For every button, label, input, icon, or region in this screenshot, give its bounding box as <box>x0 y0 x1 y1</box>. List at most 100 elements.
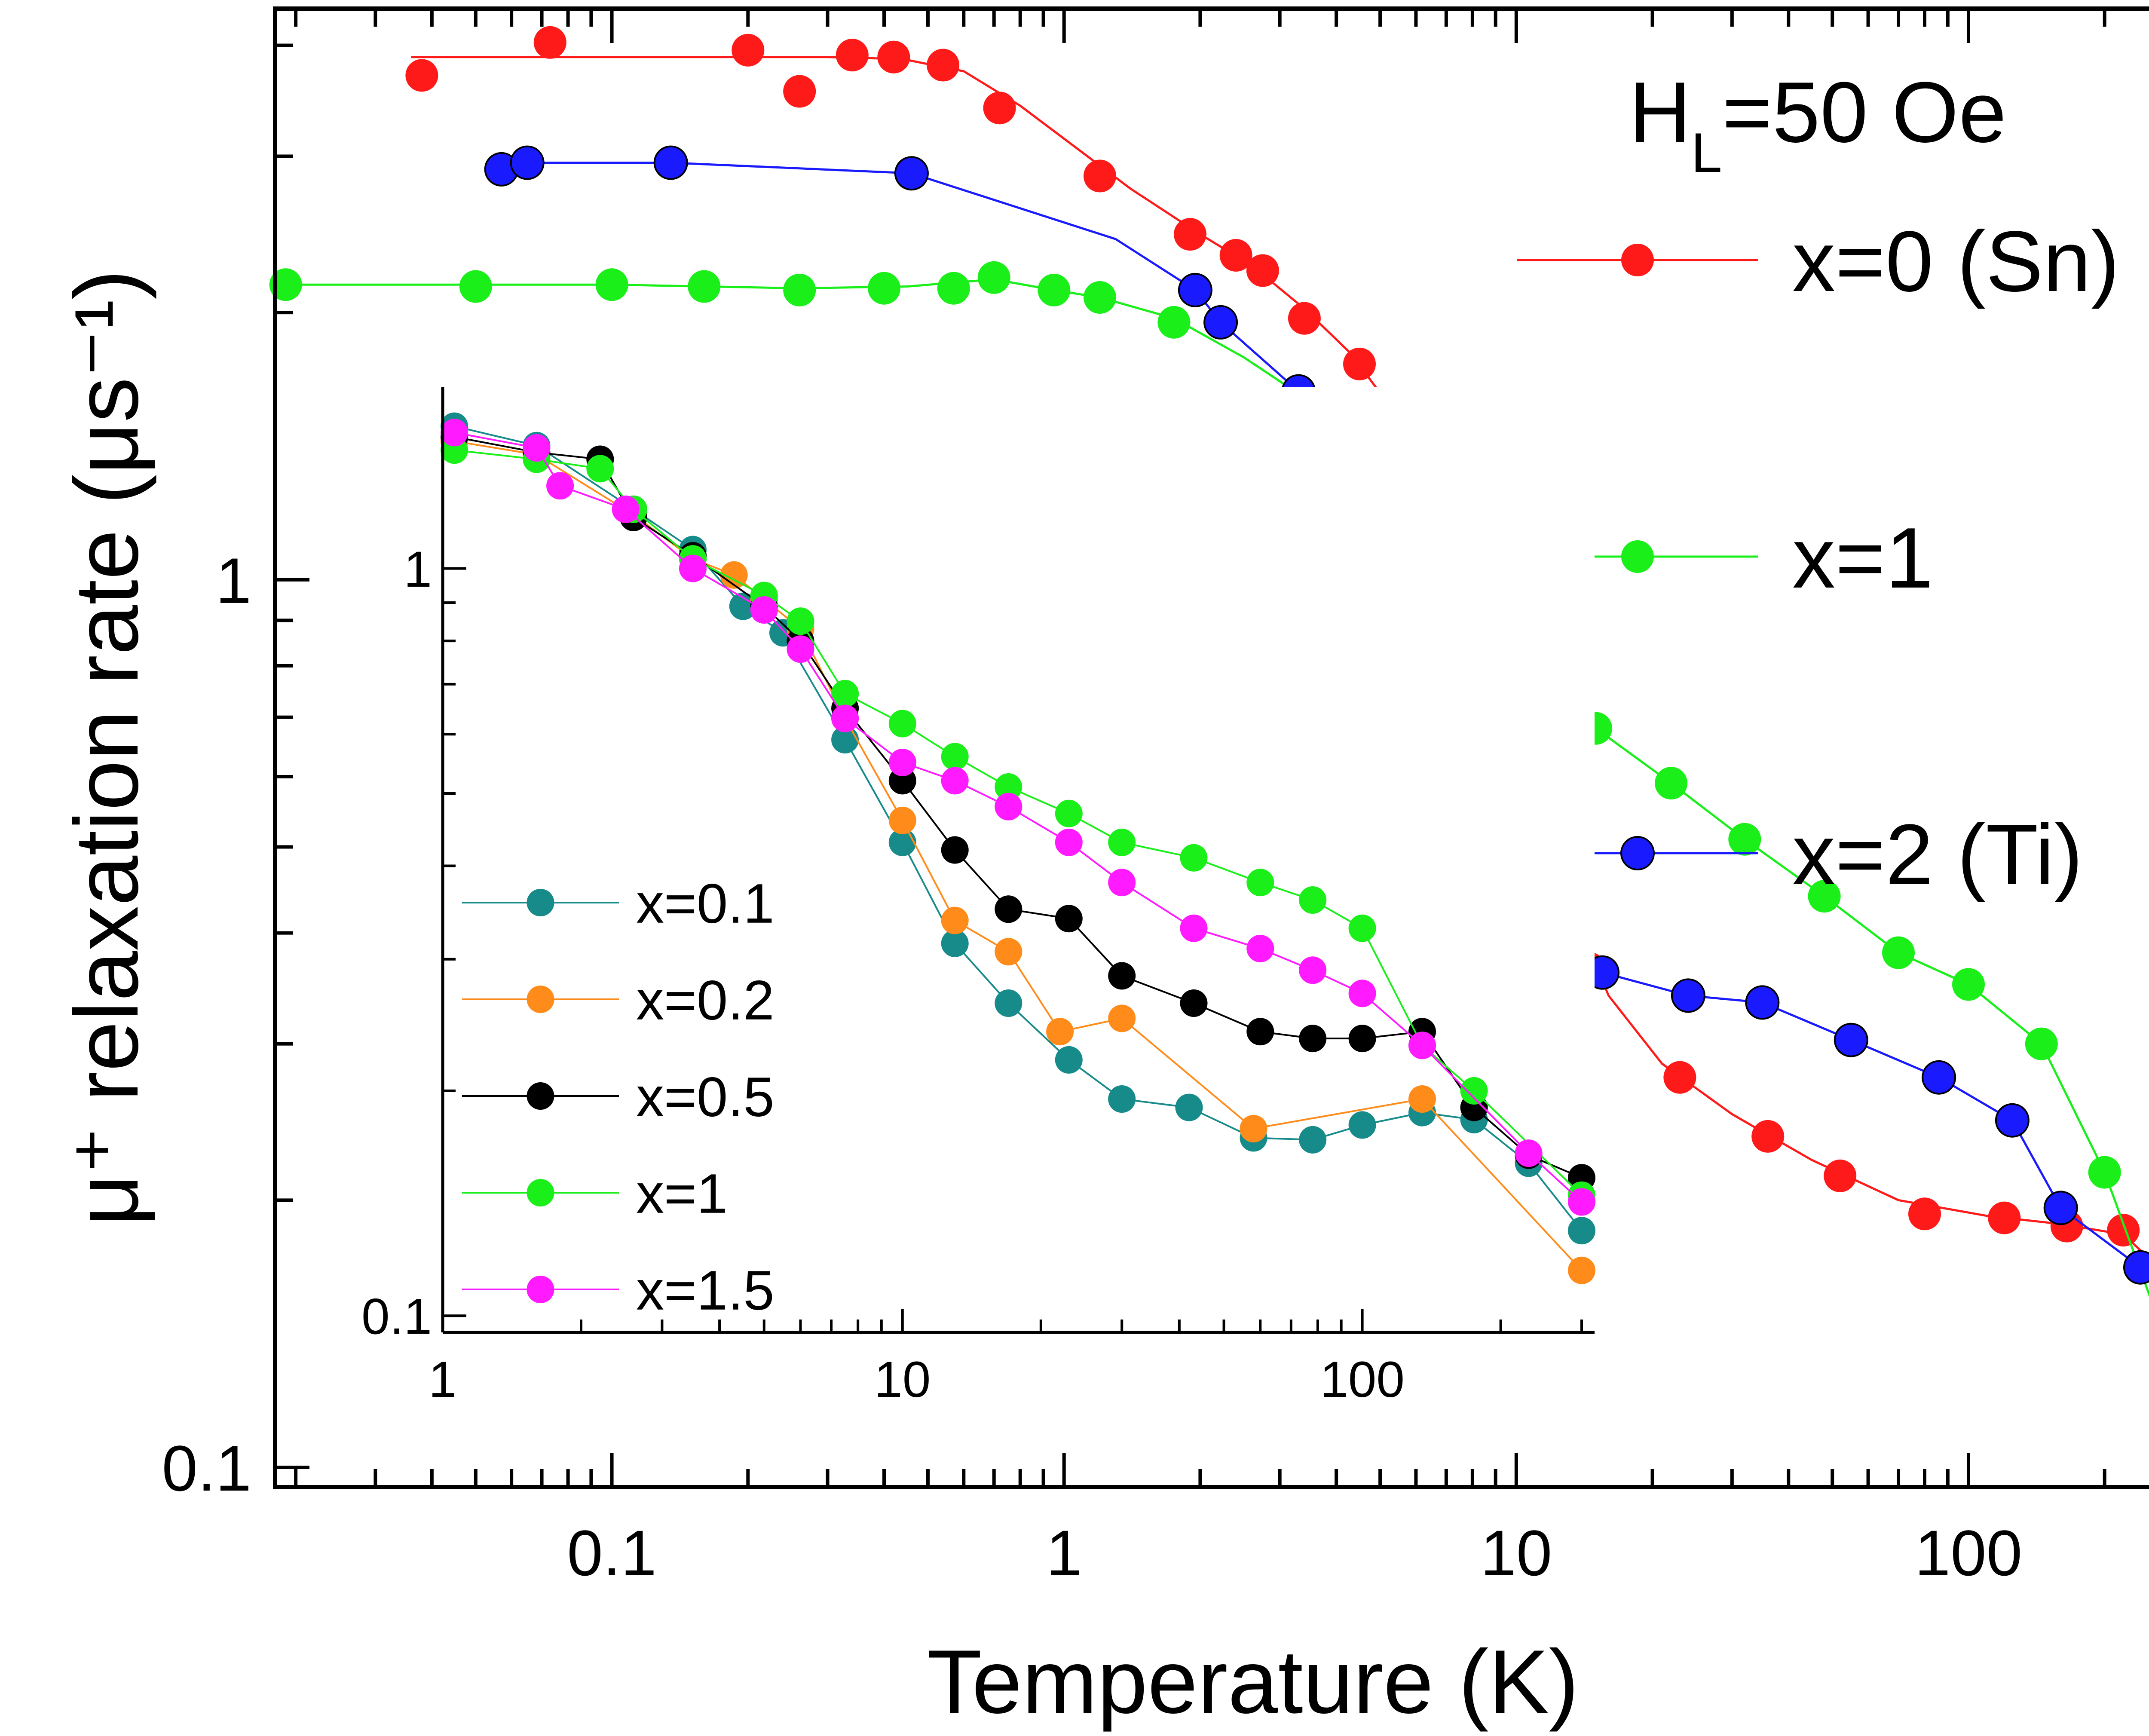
main-point-s0-p9 <box>1174 218 1206 251</box>
main-point-s0-p22 <box>1908 1197 1941 1231</box>
inset-legend-marker-3 <box>527 1179 554 1206</box>
main-point-s2-p18 <box>2043 1191 2078 1225</box>
main-point-s2-p15 <box>1834 1023 1868 1057</box>
inset-point-s4-p11 <box>1055 828 1083 856</box>
inset-point-s3-p16 <box>1348 914 1376 942</box>
inset-series-layer <box>441 412 1595 1284</box>
inset-point-s2-p12 <box>1108 962 1136 990</box>
main-legend-label-1: x=1 <box>1792 510 1933 606</box>
inset-point-s2-p16 <box>1348 1025 1376 1053</box>
main-point-s0-p4 <box>836 39 869 72</box>
main-point-s0-p23 <box>1988 1201 2021 1234</box>
inset-point-s1-p9 <box>941 906 969 934</box>
inset-legend-marker-1 <box>527 986 554 1013</box>
inset-xtick-label-1: 10 <box>874 1351 931 1408</box>
main-point-s2-p19 <box>2123 1250 2149 1285</box>
main-point-s1-p7 <box>977 261 1010 294</box>
main-point-s1-p19 <box>1728 823 1761 856</box>
main-point-s0-p19 <box>1663 1061 1696 1094</box>
main-point-s0-p6 <box>927 49 960 82</box>
inset-point-s1-p4 <box>720 561 748 589</box>
main-point-s1-p0 <box>269 268 302 301</box>
main-point-s0-p21 <box>1824 1159 1857 1192</box>
main-point-s0-p2 <box>732 34 765 67</box>
inset-point-s4-p19 <box>1568 1188 1595 1216</box>
main-point-s0-p20 <box>1751 1120 1785 1153</box>
main-point-s2-p2 <box>653 145 688 180</box>
main-point-s0-p7 <box>983 92 1016 125</box>
inset-xtick-label-0: 1 <box>429 1351 457 1408</box>
inset-point-s2-p9 <box>941 836 969 864</box>
main-point-s1-p24 <box>2088 1156 2121 1189</box>
inset-legend-marker-4 <box>527 1276 554 1303</box>
main-point-s2-p1 <box>510 145 545 180</box>
main-point-s0-p1 <box>533 26 566 59</box>
inset-point-s4-p1 <box>523 434 551 462</box>
inset-point-s0-p15 <box>1348 1111 1376 1139</box>
main-point-s2-p5 <box>1203 305 1238 340</box>
main-xtick-label-1: 1 <box>1046 1517 1082 1589</box>
inset-point-s4-p9 <box>941 767 969 795</box>
inset-point-s3-p15 <box>1299 886 1327 914</box>
main-x-axis-label: Temperature (K) <box>927 1631 1579 1732</box>
inset-point-s4-p8 <box>888 749 916 776</box>
inset-point-s4-p0 <box>441 419 468 447</box>
field-annotation-value: =50 Oe <box>1722 64 2007 160</box>
inset-point-s3-p13 <box>1180 844 1208 872</box>
inset-point-s3-p12 <box>1108 828 1136 856</box>
inset-point-s4-p2 <box>546 472 574 500</box>
inset-legend-label-4: x=1.5 <box>636 1259 774 1322</box>
main-point-s0-p3 <box>783 75 816 108</box>
main-point-s0-p0 <box>405 59 438 92</box>
inset-point-s3-p11 <box>1055 799 1083 827</box>
inset-point-s3-p18 <box>1460 1077 1488 1105</box>
main-point-s1-p23 <box>2025 1027 2058 1060</box>
main-legend-label-0: x=0 (Sn) <box>1792 214 2119 309</box>
main-point-s1-p10 <box>1157 306 1191 339</box>
inset-ytick-label-1: 1 <box>404 541 432 598</box>
main-point-s0-p5 <box>877 40 910 73</box>
main-point-s2-p13 <box>1671 978 1705 1013</box>
main-point-s1-p2 <box>595 268 628 301</box>
inset-point-s1-p15 <box>1568 1256 1595 1284</box>
main-xtick-label-0: 0.1 <box>567 1517 657 1589</box>
inset-point-s2-p11 <box>1055 905 1083 933</box>
inset-point-s1-p14 <box>1408 1085 1436 1113</box>
inset-point-s4-p13 <box>1180 914 1208 942</box>
main-point-s0-p10 <box>1219 239 1252 272</box>
inset-point-s4-p15 <box>1299 956 1327 984</box>
field-annotation: HL=50 Oe <box>1629 64 2006 184</box>
main-point-s0-p11 <box>1246 254 1279 287</box>
inset-point-s0-p8 <box>941 929 969 957</box>
inset-ytick-label-0: 0.1 <box>361 1289 432 1345</box>
inset-point-s4-p3 <box>612 495 640 523</box>
main-point-s0-p25 <box>2107 1214 2140 1247</box>
inset-point-s1-p10 <box>995 938 1022 966</box>
inset-point-s3-p10 <box>995 773 1022 801</box>
inset-legend-label-2: x=0.5 <box>636 1065 774 1128</box>
main-point-s2-p3 <box>894 156 929 191</box>
inset-legend-label-3: x=1 <box>636 1162 728 1225</box>
inset-point-s4-p6 <box>787 635 814 663</box>
field-annotation-subscript: L <box>1691 121 1722 184</box>
inset-point-s1-p12 <box>1108 1004 1136 1032</box>
inset-point-s0-p14 <box>1299 1126 1327 1154</box>
inset-point-s3-p6 <box>787 607 814 635</box>
inset-point-s3-p8 <box>888 710 916 738</box>
inset-point-s4-p12 <box>1108 869 1136 897</box>
inset-legend-label-0: x=0.1 <box>636 872 774 935</box>
inset-point-s4-p16 <box>1348 980 1376 1007</box>
main-point-s1-p21 <box>1882 936 1915 969</box>
inset-point-s4-p5 <box>750 596 778 624</box>
inset-point-s4-p17 <box>1408 1032 1436 1059</box>
inset-point-s0-p11 <box>1108 1085 1136 1113</box>
main-ytick-label-1: 1 <box>216 545 251 617</box>
main-point-s1-p6 <box>937 272 970 305</box>
main-legend: x=0 (Sn) x=1 x=2 (Ti) <box>1517 214 2119 903</box>
main-legend-marker-0 <box>1621 244 1654 276</box>
main-ytick-label-0: 0.1 <box>162 1432 251 1504</box>
inset-point-s2-p15 <box>1299 1025 1327 1053</box>
main-point-s2-p17 <box>1995 1103 2030 1138</box>
inset-legend-marker-2 <box>527 1082 554 1110</box>
inset-xtick-label-2: 100 <box>1320 1351 1405 1408</box>
